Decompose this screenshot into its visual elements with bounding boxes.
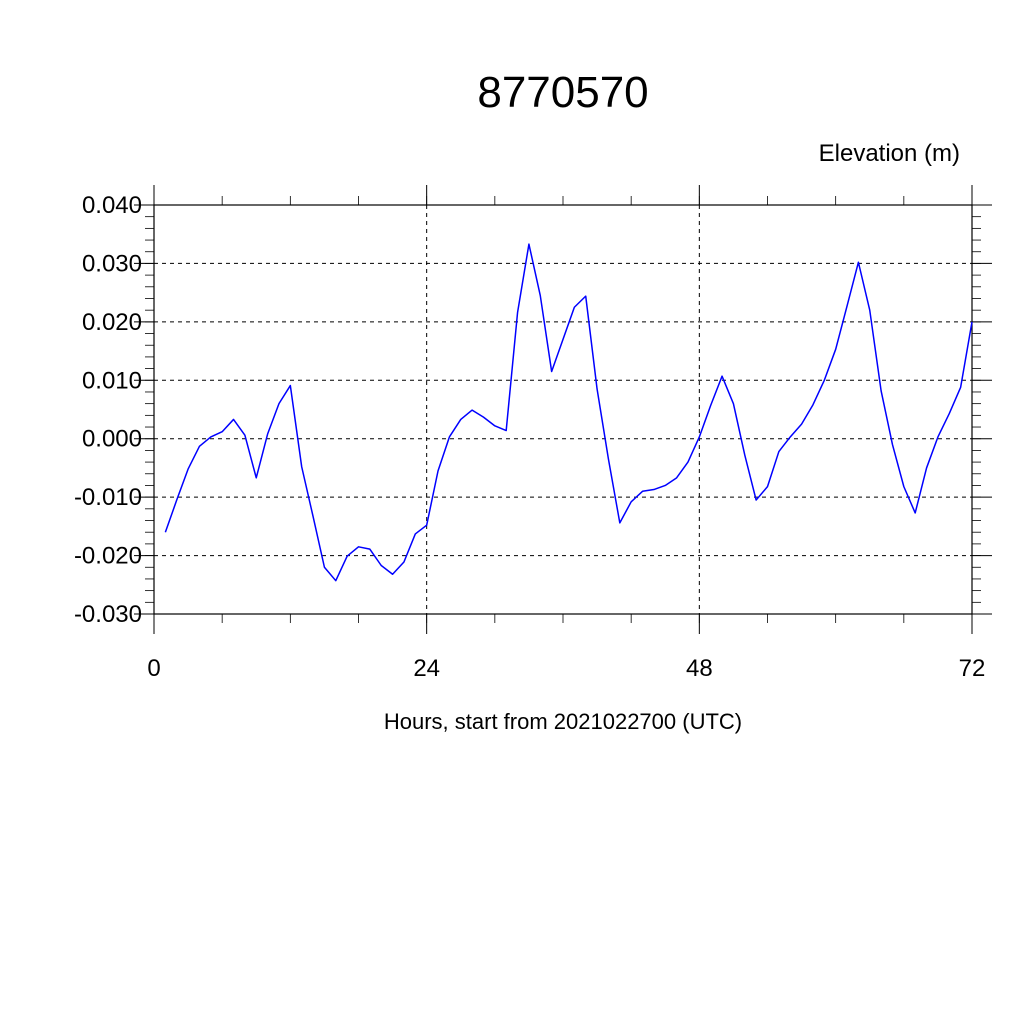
y-axis-label: Elevation (m) xyxy=(819,140,960,167)
y-tick-labels: -0.030 -0.020 -0.010 0.000 0.010 0.020 0.030 0.… xyxy=(74,192,142,628)
x-tick-label: 0 xyxy=(147,655,160,682)
y-tick-label: -0.030 xyxy=(74,601,142,628)
y-tick-label: 0.040 xyxy=(82,192,142,219)
x-axis-label: Hours, start from 2021022700 (UTC) xyxy=(384,709,742,734)
x-tick-labels: 0 24 48 72 xyxy=(147,655,985,682)
grid-lines xyxy=(154,205,972,614)
y-tick-label: 0.010 xyxy=(82,367,142,394)
plot-frame xyxy=(153,204,973,615)
y-tick-label: 0.000 xyxy=(82,426,142,453)
x-tick-label: 24 xyxy=(413,655,440,682)
y-tick-label: 0.020 xyxy=(82,309,142,336)
tick-marks xyxy=(134,185,992,634)
y-tick-label: -0.020 xyxy=(74,543,142,570)
chart-title: 8770570 xyxy=(477,68,648,117)
x-tick-label: 72 xyxy=(959,655,986,682)
y-tick-label: -0.010 xyxy=(74,484,142,511)
x-tick-label: 48 xyxy=(686,655,713,682)
series-line xyxy=(164,243,973,582)
series-group xyxy=(164,243,973,582)
y-tick-label: 0.030 xyxy=(82,250,142,277)
